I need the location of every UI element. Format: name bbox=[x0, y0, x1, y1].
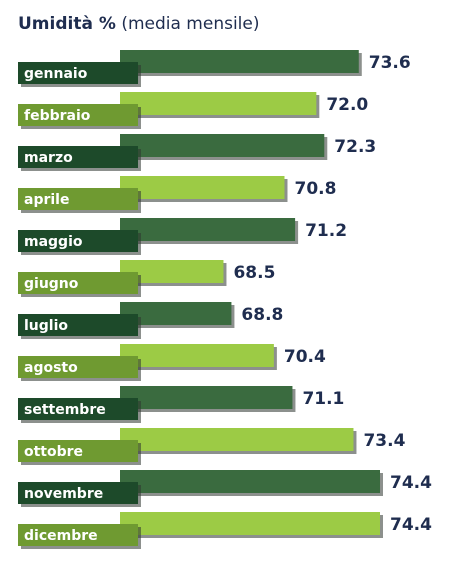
month-label-luglio: luglio bbox=[24, 318, 68, 334]
bar-row-settembre: settembre 71.1 bbox=[18, 386, 344, 423]
month-label-box bbox=[18, 230, 138, 252]
value-label-maggio: 71.2 bbox=[305, 221, 347, 241]
bar-row-maggio: maggio 71.2 bbox=[18, 218, 347, 255]
month-label-box bbox=[18, 188, 138, 210]
month-label-gennaio: gennaio bbox=[24, 66, 88, 82]
bar-dicembre bbox=[120, 512, 380, 535]
value-label-marzo: 72.3 bbox=[334, 137, 376, 157]
month-label-aprile: aprile bbox=[24, 192, 69, 208]
month-label-box bbox=[18, 482, 138, 504]
bar-giugno bbox=[120, 260, 224, 283]
value-label-luglio: 68.8 bbox=[241, 305, 283, 325]
month-label-box bbox=[18, 62, 138, 84]
value-label-settembre: 71.1 bbox=[302, 389, 344, 409]
bar-row-gennaio: gennaio 73.6 bbox=[18, 50, 411, 87]
month-label-agosto: agosto bbox=[24, 360, 78, 376]
month-label-maggio: maggio bbox=[24, 234, 83, 250]
month-label-box bbox=[18, 440, 138, 462]
month-label-novembre: novembre bbox=[24, 486, 103, 502]
bar-novembre bbox=[120, 470, 380, 493]
month-label-ottobre: ottobre bbox=[24, 444, 83, 460]
bar-luglio bbox=[120, 302, 232, 325]
bar-row-luglio: luglio 68.8 bbox=[18, 302, 283, 339]
value-label-agosto: 70.4 bbox=[284, 347, 326, 367]
bar-agosto bbox=[120, 344, 274, 367]
value-label-ottobre: 73.4 bbox=[363, 431, 405, 451]
bar-aprile bbox=[120, 176, 285, 199]
bar-row-aprile: aprile 70.8 bbox=[18, 176, 336, 213]
month-label-febbraio: febbraio bbox=[24, 108, 91, 124]
value-label-gennaio: 73.6 bbox=[369, 53, 411, 73]
month-label-box bbox=[18, 524, 138, 546]
value-label-febbraio: 72.0 bbox=[326, 95, 368, 115]
bar-maggio bbox=[120, 218, 296, 241]
value-label-aprile: 70.8 bbox=[294, 179, 336, 199]
bar-settembre bbox=[120, 386, 293, 409]
value-label-novembre: 74.4 bbox=[390, 473, 432, 493]
bar-row-ottobre: ottobre 73.4 bbox=[18, 428, 406, 465]
bar-row-giugno: giugno 68.5 bbox=[18, 260, 275, 297]
bar-row-novembre: novembre 74.4 bbox=[18, 470, 432, 507]
month-label-box bbox=[18, 272, 138, 294]
bar-ottobre bbox=[120, 428, 354, 451]
bar-row-dicembre: dicembre 74.4 bbox=[18, 512, 432, 549]
month-label-giugno: giugno bbox=[24, 276, 79, 292]
bar-row-agosto: agosto 70.4 bbox=[18, 344, 326, 381]
bar-febbraio bbox=[120, 92, 317, 115]
bar-gennaio bbox=[120, 50, 359, 73]
bar-row-marzo: marzo 72.3 bbox=[18, 134, 376, 171]
month-label-box bbox=[18, 398, 138, 420]
month-label-dicembre: dicembre bbox=[24, 528, 98, 544]
chart-title: Umidità % (media mensile) bbox=[18, 14, 260, 34]
month-label-box bbox=[18, 314, 138, 336]
month-label-box bbox=[18, 104, 138, 126]
bar-marzo bbox=[120, 134, 325, 157]
month-label-marzo: marzo bbox=[24, 150, 73, 166]
value-label-dicembre: 74.4 bbox=[390, 515, 432, 535]
month-label-box bbox=[18, 146, 138, 168]
value-label-giugno: 68.5 bbox=[233, 263, 275, 283]
bar-row-febbraio: febbraio 72.0 bbox=[18, 92, 368, 129]
month-label-box bbox=[18, 356, 138, 378]
chart-subtitle: (media mensile) bbox=[121, 14, 260, 34]
chart-title-main: Umidità % bbox=[18, 14, 116, 34]
month-label-settembre: settembre bbox=[24, 402, 106, 418]
